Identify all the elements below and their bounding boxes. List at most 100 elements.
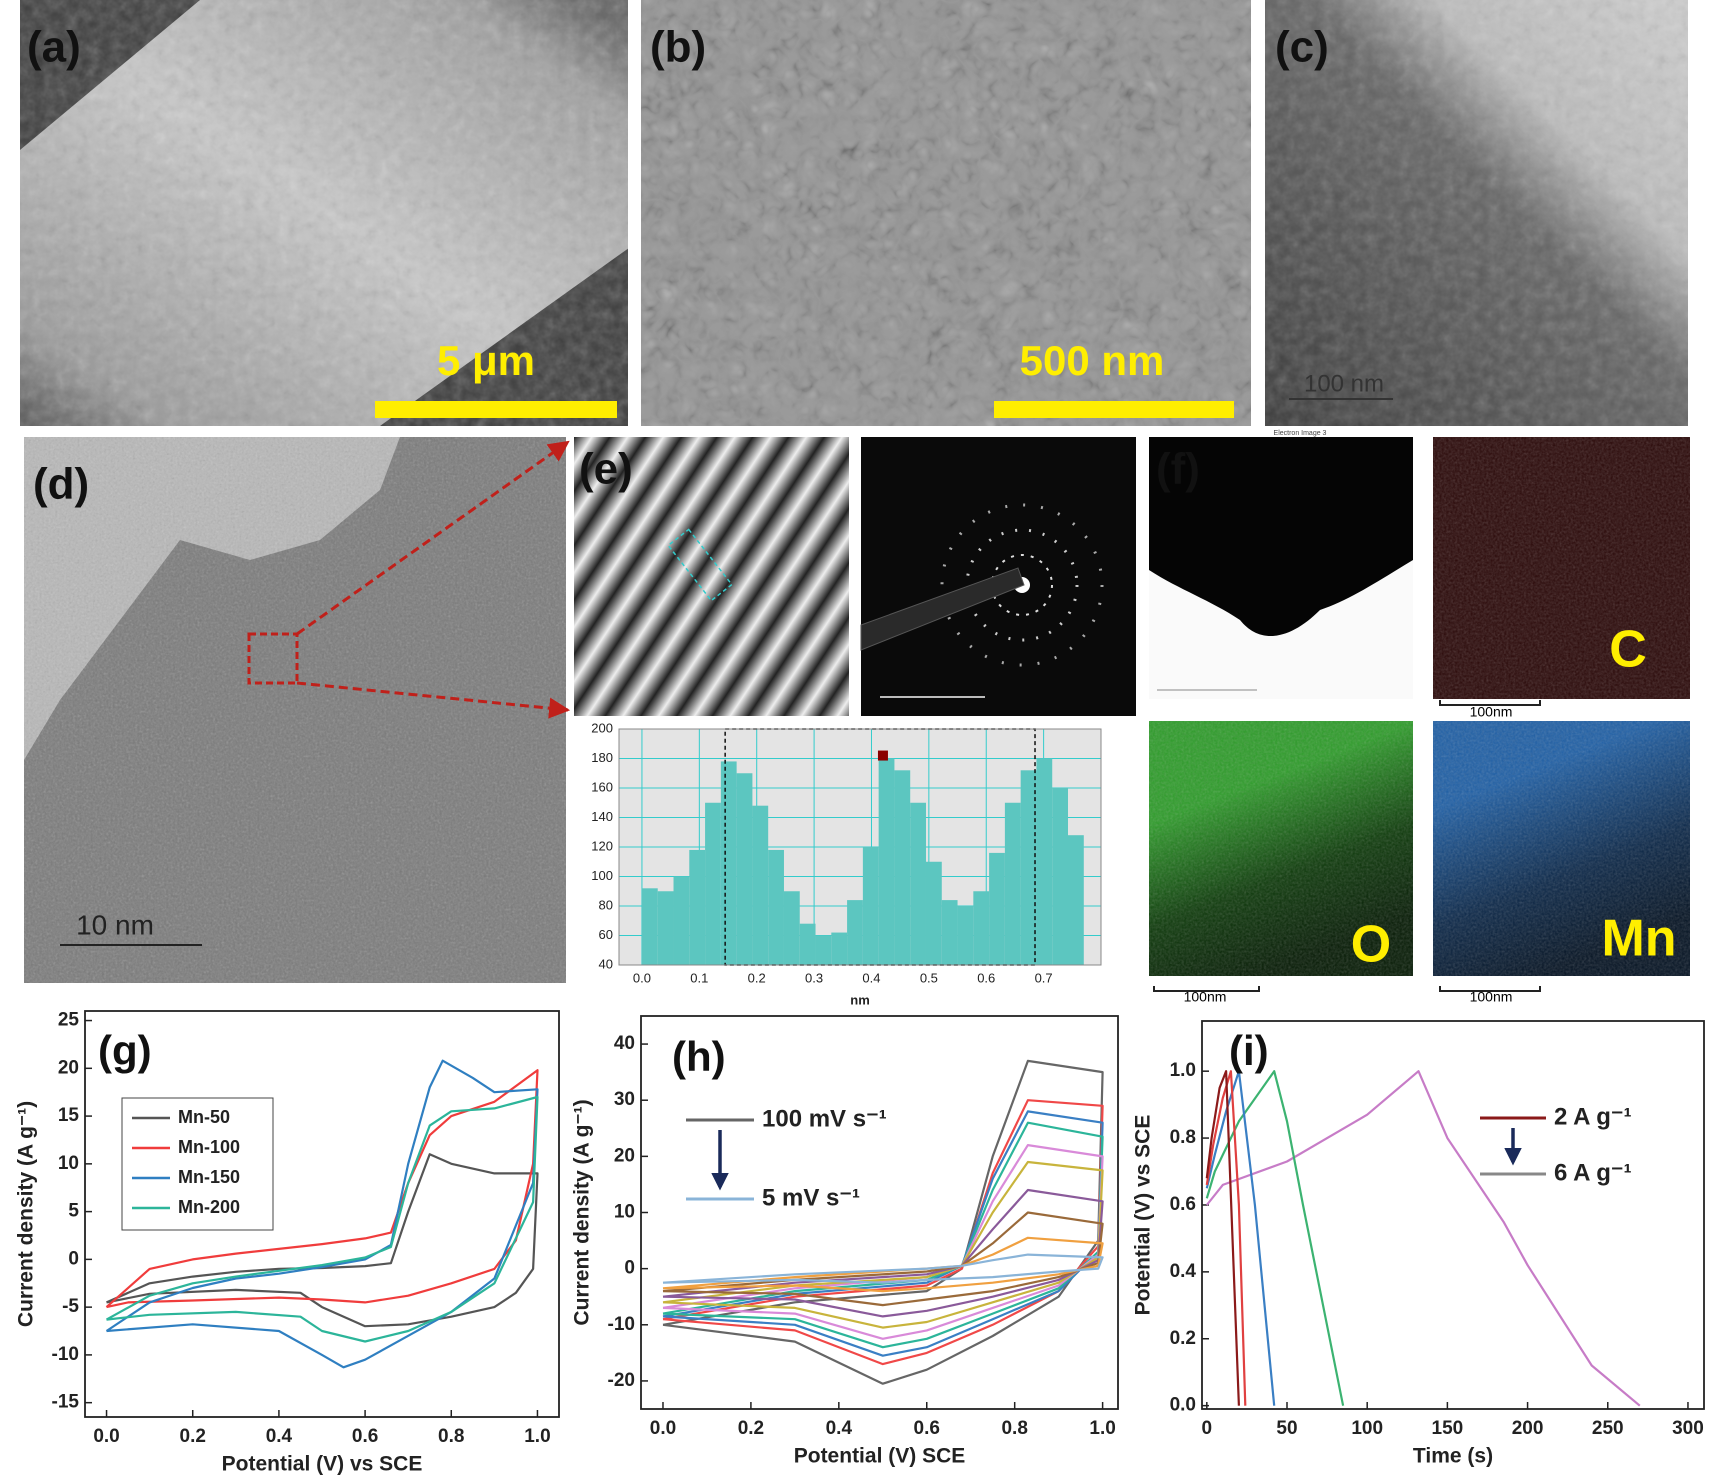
panel-label: (b)	[650, 23, 706, 72]
series-line	[105, 1069, 539, 1309]
x-tick-label: 0.0	[93, 1426, 119, 1447]
texture	[1149, 721, 1413, 976]
histogram-bar	[705, 802, 721, 965]
annotation: 2 A g⁻¹	[1554, 1103, 1632, 1130]
x-tick-label: 0.5	[920, 970, 938, 985]
series-line	[662, 1110, 1104, 1357]
plot-frame	[640, 1015, 1119, 1410]
x-tick-label: 0	[1202, 1418, 1213, 1439]
y-tick-label: 40	[599, 956, 613, 971]
y-tick-label: -20	[608, 1370, 635, 1391]
histogram-bar	[1020, 770, 1037, 965]
annotation: 6 A g⁻¹	[1554, 1159, 1632, 1186]
x-tick-label: 100	[1351, 1418, 1383, 1439]
panel-d: (d) 10 nm	[24, 437, 571, 983]
element-label: Mn	[1601, 910, 1676, 968]
histogram-bar	[957, 906, 974, 965]
histogram-bar	[910, 802, 926, 965]
beam-stop	[860, 567, 1025, 651]
y-axis-label: Current density (A g⁻¹)	[15, 1101, 38, 1327]
scale-bar	[375, 401, 617, 418]
x-tick-label: 0.6	[352, 1426, 378, 1447]
scale-bar	[994, 401, 1234, 418]
y-tick-label: 40	[614, 1033, 635, 1054]
y-tick-label: 0.2	[1170, 1328, 1196, 1349]
texture	[641, 0, 1251, 426]
texture	[1265, 0, 1688, 426]
y-tick-label: 120	[591, 838, 613, 853]
x-axis-label: Time (s)	[1413, 1445, 1493, 1468]
panel-label: (e)	[579, 445, 633, 494]
series-line	[1205, 1070, 1641, 1407]
x-tick-label: 300	[1672, 1418, 1704, 1439]
x-axis-label: nm	[850, 992, 870, 1007]
legend-label: Mn-100	[178, 1137, 240, 1157]
histogram-bar	[862, 847, 879, 965]
series-line	[105, 1095, 539, 1343]
histogram-bar	[799, 923, 816, 965]
panel-a: (a) 5 μm	[20, 0, 628, 426]
y-tick-label: -10	[608, 1314, 635, 1335]
fringe-image	[574, 437, 849, 716]
histogram-bar	[1068, 835, 1084, 965]
zoom-arrow	[296, 681, 571, 719]
histogram-bar	[815, 935, 832, 965]
legend-label: Mn-150	[178, 1167, 240, 1187]
marker	[877, 750, 888, 761]
series-line	[662, 1253, 1104, 1284]
y-tick-label: 0	[68, 1248, 79, 1269]
histogram-bar	[1004, 802, 1021, 965]
y-tick-label: 60	[599, 927, 613, 942]
scale-bar	[1439, 986, 1541, 992]
y-tick-label: 100	[591, 868, 613, 883]
histogram-bar	[736, 773, 753, 965]
histogram-bar	[720, 761, 737, 965]
panel-e: (e)	[574, 437, 1136, 716]
legend-label: Mn-50	[178, 1107, 230, 1127]
y-tick-label: 10	[58, 1153, 79, 1174]
series-line	[1205, 1070, 1345, 1406]
x-tick-label: 0.1	[690, 970, 708, 985]
legend-label: Mn-200	[178, 1197, 240, 1217]
element-label: O	[1351, 916, 1391, 974]
texture	[20, 0, 628, 426]
y-tick-label: 15	[58, 1105, 80, 1126]
panel-label: (f)	[1156, 445, 1200, 494]
y-tick-label: -5	[62, 1296, 79, 1317]
y-tick-label: 140	[591, 809, 613, 824]
charts: 0.0 0.1 0.2 0.3 0.4 0.5 0.6 0.74060801001201401…	[15, 720, 1705, 1476]
x-tick-label: 0.8	[438, 1426, 464, 1447]
x-tick-label: 0.0	[650, 1418, 676, 1439]
y-tick-label: 200	[591, 720, 613, 735]
image-caption: Electron Image 3	[1274, 430, 1327, 437]
histogram-bar	[689, 849, 706, 965]
x-tick-label: 0.4	[826, 1418, 853, 1439]
x-tick-label: 200	[1512, 1418, 1544, 1439]
plot-frame	[618, 728, 1102, 966]
panel-label: (i)	[1229, 1027, 1269, 1074]
histogram-bar	[657, 891, 674, 965]
plot-frame	[84, 1010, 560, 1418]
histogram-bar	[768, 849, 784, 965]
texture	[24, 437, 566, 983]
y-tick-label: 180	[591, 750, 613, 765]
scale-bar	[1439, 700, 1541, 706]
x-tick-label: 1.0	[1089, 1418, 1115, 1439]
annotation: 5 mV s⁻¹	[762, 1184, 860, 1211]
x-tick-label: 0.7	[1035, 970, 1053, 985]
x-tick-label: 0.8	[1001, 1418, 1027, 1439]
y-tick-label: 10	[614, 1202, 635, 1223]
x-tick-label: 0.4	[266, 1426, 293, 1447]
saed-ring	[991, 554, 1053, 616]
histogram-bar	[752, 805, 769, 965]
histogram-bar	[783, 891, 800, 965]
saed-ring	[940, 503, 1104, 667]
x-tick-label: 0.2	[180, 1426, 206, 1447]
saed-ring	[965, 528, 1079, 642]
element-label: C	[1609, 621, 1647, 679]
y-tick-label: 0.6	[1170, 1194, 1196, 1215]
histogram-bar	[847, 900, 863, 965]
histogram-bar	[925, 861, 942, 965]
y-tick-label: 20	[614, 1145, 635, 1166]
